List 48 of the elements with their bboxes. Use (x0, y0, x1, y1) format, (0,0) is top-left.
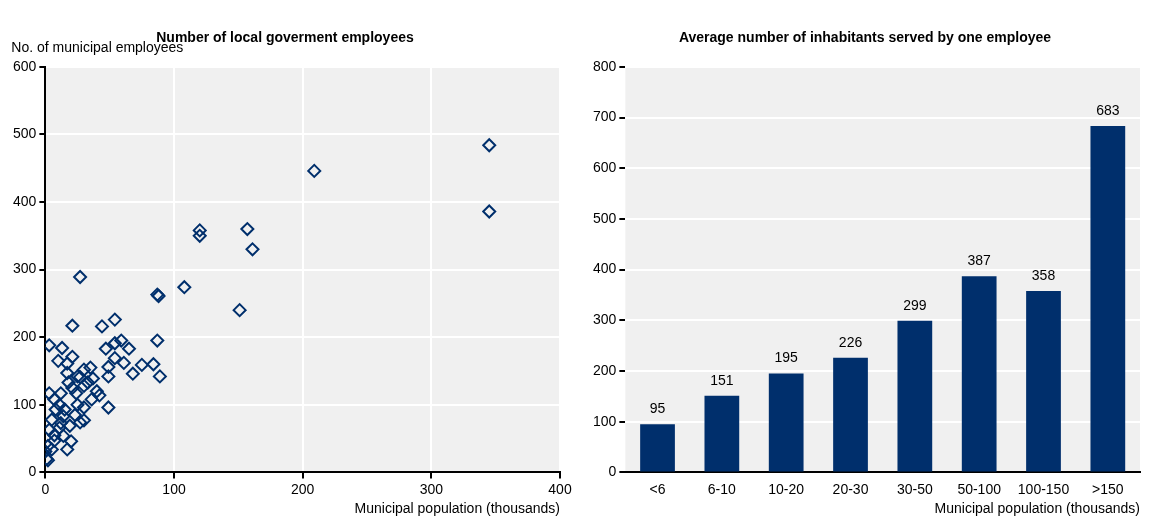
y-tick-label: 100 (593, 412, 617, 429)
y-tick-label: 700 (593, 108, 617, 125)
y-tick-label: 600 (593, 159, 617, 176)
bar (961, 276, 997, 472)
y-tick-label: 0 (28, 463, 37, 480)
x-tick-label: 200 (291, 480, 315, 497)
y-tick-label: 500 (13, 125, 37, 142)
y-tick-label: 500 (593, 209, 617, 226)
data-label: 151 (710, 371, 734, 388)
data-label: 226 (838, 333, 863, 350)
y-tick-label: 800 (593, 57, 617, 74)
bar (833, 357, 868, 472)
y-tick-label: 100 (13, 395, 37, 412)
chart-title: Average number of inhabitants served by one employee (678, 29, 1052, 46)
data-label: 683 (1096, 101, 1120, 118)
x-axis-title: Municipal population (thousands) (934, 500, 1140, 517)
data-label: 95 (649, 400, 666, 417)
y-tick-label: 0 (608, 463, 617, 480)
data-label: 195 (774, 349, 799, 366)
x-tick-label: 400 (548, 480, 572, 497)
y-tick-label: 400 (13, 192, 37, 209)
data-label: 387 (967, 252, 992, 269)
x-tick-label: 100 (162, 480, 186, 497)
y-tick-label: 400 (593, 260, 617, 277)
x-axis-title: Municipal population (thousands) (354, 500, 560, 517)
x-tick-label: 0 (41, 480, 50, 497)
bar (897, 320, 933, 472)
x-tick-label: 20-30 (832, 480, 869, 497)
bar (640, 424, 675, 472)
x-tick-label: 10-20 (768, 480, 805, 497)
y-tick-label: 200 (13, 328, 37, 345)
x-tick-label: 6-10 (707, 480, 737, 497)
x-tick-label: 30-50 (896, 480, 933, 497)
x-tick-label: 100-150 (1017, 480, 1070, 497)
bar (768, 373, 804, 472)
bar (704, 395, 740, 472)
y-tick-label: 300 (593, 311, 617, 328)
x-tick-label: >150 (1092, 480, 1124, 497)
bar (1026, 290, 1061, 472)
data-label: 358 (1031, 266, 1056, 283)
data-label: 299 (903, 296, 927, 313)
y-tick-label: 600 (13, 57, 37, 74)
x-tick-label: <6 (649, 480, 666, 497)
y-tick-label: 200 (593, 361, 617, 378)
x-tick-label: 300 (419, 480, 444, 497)
x-tick-label: 50-100 (957, 480, 1002, 497)
bar (1090, 126, 1126, 472)
y-tick-label: 300 (13, 260, 37, 277)
